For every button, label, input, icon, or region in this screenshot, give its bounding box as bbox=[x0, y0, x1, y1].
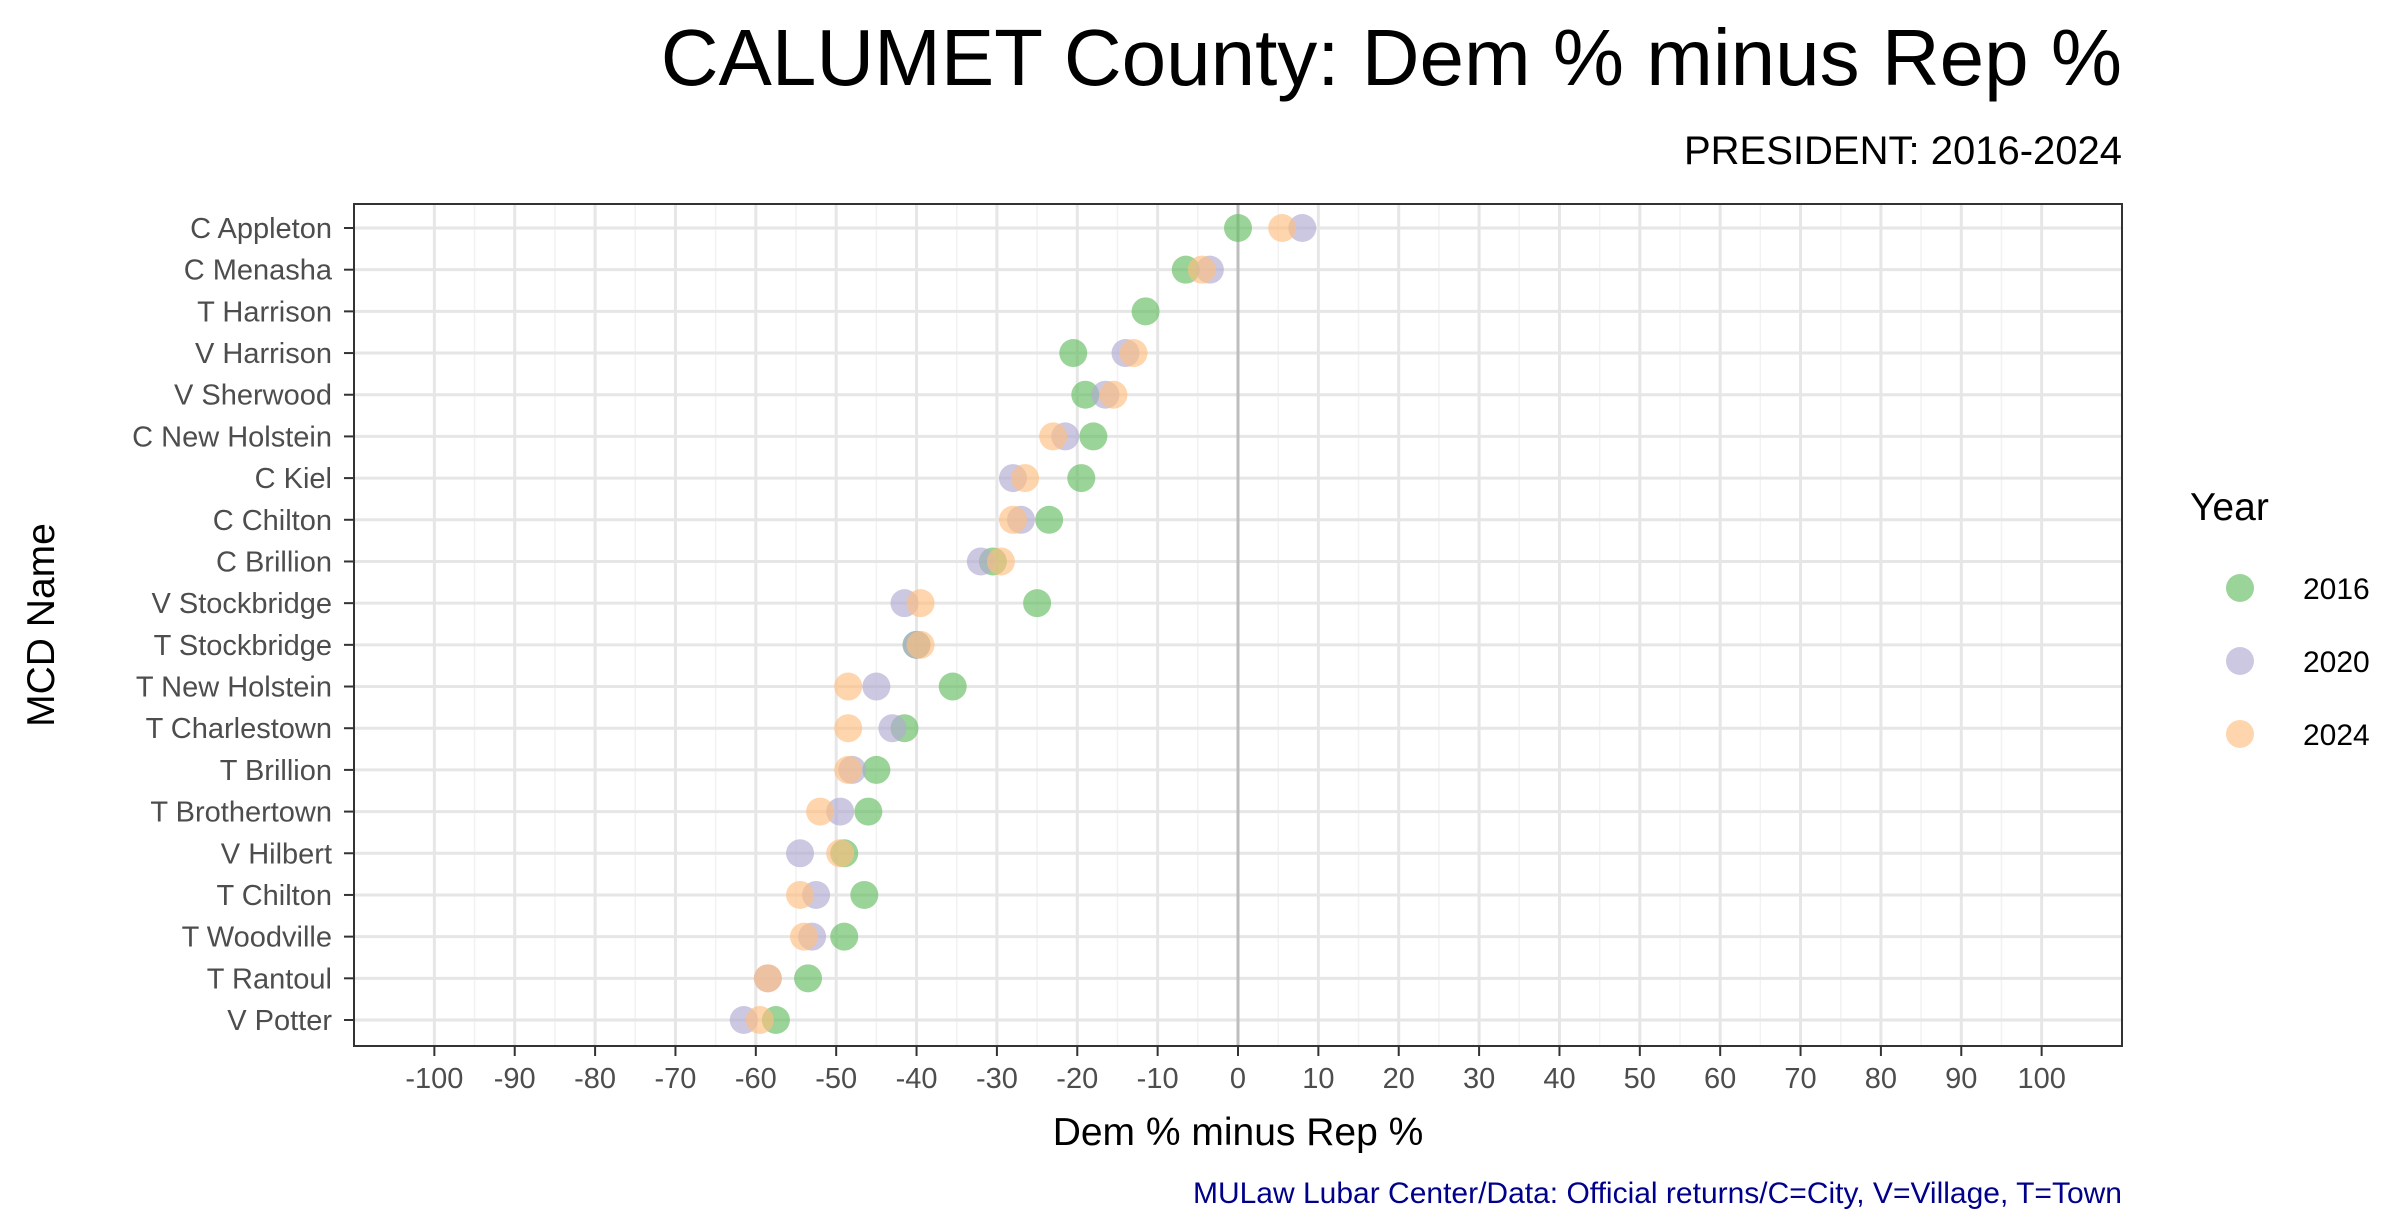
y-tick-label: T Brillion bbox=[220, 755, 332, 787]
legend-key-2020 bbox=[2226, 647, 2254, 675]
x-tick-label: 30 bbox=[1463, 1063, 1495, 1095]
y-tick-label: T Woodville bbox=[182, 922, 332, 954]
x-tick-label: -90 bbox=[494, 1063, 536, 1095]
point-2024-8 bbox=[986, 547, 1015, 576]
x-axis: -100 -90 -80 -70 -60 -50 -40 -30 -20 -10 0 10 20 30 40… bbox=[405, 1046, 2066, 1095]
point-2016-3 bbox=[1059, 339, 1088, 368]
y-tick-label: V Stockbridge bbox=[151, 588, 332, 620]
point-2024-1 bbox=[1187, 255, 1216, 284]
caption: MULaw Lubar Center/Data: Official return… bbox=[1193, 1177, 2122, 1210]
point-2024-11 bbox=[834, 672, 863, 701]
plot-panel bbox=[353, 203, 2123, 1047]
y-tick-label: T Harrison bbox=[197, 296, 332, 328]
legend-key-2024 bbox=[2226, 720, 2254, 748]
legend-label: 2020 bbox=[2303, 646, 2370, 679]
x-tick-label: 70 bbox=[1784, 1063, 1816, 1095]
y-tick-label: C Chilton bbox=[213, 505, 332, 537]
point-2024-19 bbox=[745, 1006, 774, 1034]
point-2020-11 bbox=[862, 672, 891, 701]
point-2016-13 bbox=[862, 755, 891, 784]
y-tick-label: C Kiel bbox=[255, 463, 332, 495]
y-tick-label: C New Holstein bbox=[132, 421, 332, 453]
point-2024-3 bbox=[1119, 339, 1148, 368]
point-2024-9 bbox=[906, 589, 935, 618]
y-tick-label: C Appleton bbox=[190, 213, 332, 245]
point-2016-9 bbox=[1023, 589, 1052, 618]
y-tick-label: T Stockbridge bbox=[154, 630, 332, 662]
x-tick-label: 40 bbox=[1543, 1063, 1575, 1095]
x-tick-label: -50 bbox=[815, 1063, 857, 1095]
y-tick-label: T Chilton bbox=[216, 880, 332, 912]
point-2024-5 bbox=[1039, 422, 1068, 451]
y-tick-label: C Menasha bbox=[184, 255, 333, 287]
point-2016-7 bbox=[1035, 505, 1064, 534]
x-tick-label: -40 bbox=[896, 1063, 938, 1095]
point-2024-0 bbox=[1268, 214, 1297, 242]
point-2016-5 bbox=[1079, 422, 1108, 451]
point-2024-17 bbox=[790, 922, 819, 951]
legend-items: 2016 2020 2024 bbox=[2226, 573, 2370, 752]
point-2024-6 bbox=[1011, 464, 1040, 493]
point-2020-12 bbox=[878, 714, 907, 743]
x-tick-label: 100 bbox=[2017, 1063, 2065, 1095]
y-axis: C Appleton C Menasha T Harrison V Harrison V… bbox=[132, 213, 354, 1037]
y-tick-label: V Sherwood bbox=[174, 380, 332, 412]
point-2024-18 bbox=[753, 964, 782, 993]
legend-title: Year bbox=[2190, 486, 2269, 529]
y-axis-title: MCD Name bbox=[20, 523, 63, 727]
point-2024-4 bbox=[1099, 380, 1128, 409]
legend-key-2016 bbox=[2226, 574, 2254, 602]
x-axis-title: Dem % minus Rep % bbox=[1053, 1111, 1424, 1154]
x-tick-label: -20 bbox=[1056, 1063, 1098, 1095]
y-tick-label: T New Holstein bbox=[136, 672, 332, 704]
chart-title: CALUMET County: Dem % minus Rep % bbox=[661, 13, 2122, 102]
y-tick-label: V Hilbert bbox=[221, 838, 332, 870]
x-tick-label: -60 bbox=[735, 1063, 777, 1095]
point-2016-6 bbox=[1067, 464, 1096, 493]
point-2016-11 bbox=[938, 672, 967, 701]
point-2024-10 bbox=[906, 630, 935, 659]
x-tick-label: 90 bbox=[1945, 1063, 1977, 1095]
x-tick-label: -80 bbox=[574, 1063, 616, 1095]
point-2020-15 bbox=[786, 839, 815, 868]
x-tick-label: 80 bbox=[1865, 1063, 1897, 1095]
x-tick-label: -100 bbox=[405, 1063, 463, 1095]
x-tick-label: -70 bbox=[654, 1063, 696, 1095]
x-tick-label: -30 bbox=[976, 1063, 1018, 1095]
legend-label: 2016 bbox=[2303, 573, 2370, 606]
point-2024-14 bbox=[806, 797, 835, 826]
x-tick-label: 10 bbox=[1302, 1063, 1334, 1095]
x-tick-label: -10 bbox=[1137, 1063, 1179, 1095]
point-2016-4 bbox=[1071, 380, 1100, 409]
data-points bbox=[729, 214, 1317, 1034]
point-2024-12 bbox=[834, 714, 863, 743]
point-2016-18 bbox=[794, 964, 823, 993]
point-2024-7 bbox=[998, 505, 1027, 534]
y-tick-label: T Charlestown bbox=[146, 713, 332, 745]
x-tick-label: 20 bbox=[1383, 1063, 1415, 1095]
x-tick-label: 0 bbox=[1230, 1063, 1246, 1095]
legend-label: 2024 bbox=[2303, 719, 2370, 752]
legend: Year 2016 2020 2024 bbox=[2190, 486, 2370, 752]
point-2016-14 bbox=[854, 797, 883, 826]
point-2020-8 bbox=[966, 547, 995, 576]
point-2024-13 bbox=[834, 755, 863, 784]
point-2020-0 bbox=[1288, 214, 1317, 242]
y-tick-label: V Harrison bbox=[195, 338, 332, 370]
x-tick-label: 60 bbox=[1704, 1063, 1736, 1095]
y-tick-label: V Potter bbox=[227, 1005, 332, 1037]
chart-subtitle: PRESIDENT: 2016-2024 bbox=[1684, 129, 2122, 173]
y-tick-label: C Brillion bbox=[216, 546, 332, 578]
point-2020-14 bbox=[826, 797, 855, 826]
point-2016-0 bbox=[1224, 214, 1252, 242]
y-tick-label: T Rantoul bbox=[207, 963, 332, 995]
point-2024-15 bbox=[826, 839, 855, 868]
point-2024-16 bbox=[786, 880, 815, 909]
x-tick-label: 50 bbox=[1624, 1063, 1656, 1095]
point-2016-17 bbox=[830, 922, 859, 951]
y-tick-label: T Brothertown bbox=[150, 797, 332, 829]
point-2016-16 bbox=[850, 880, 879, 909]
point-2016-2 bbox=[1131, 297, 1160, 326]
